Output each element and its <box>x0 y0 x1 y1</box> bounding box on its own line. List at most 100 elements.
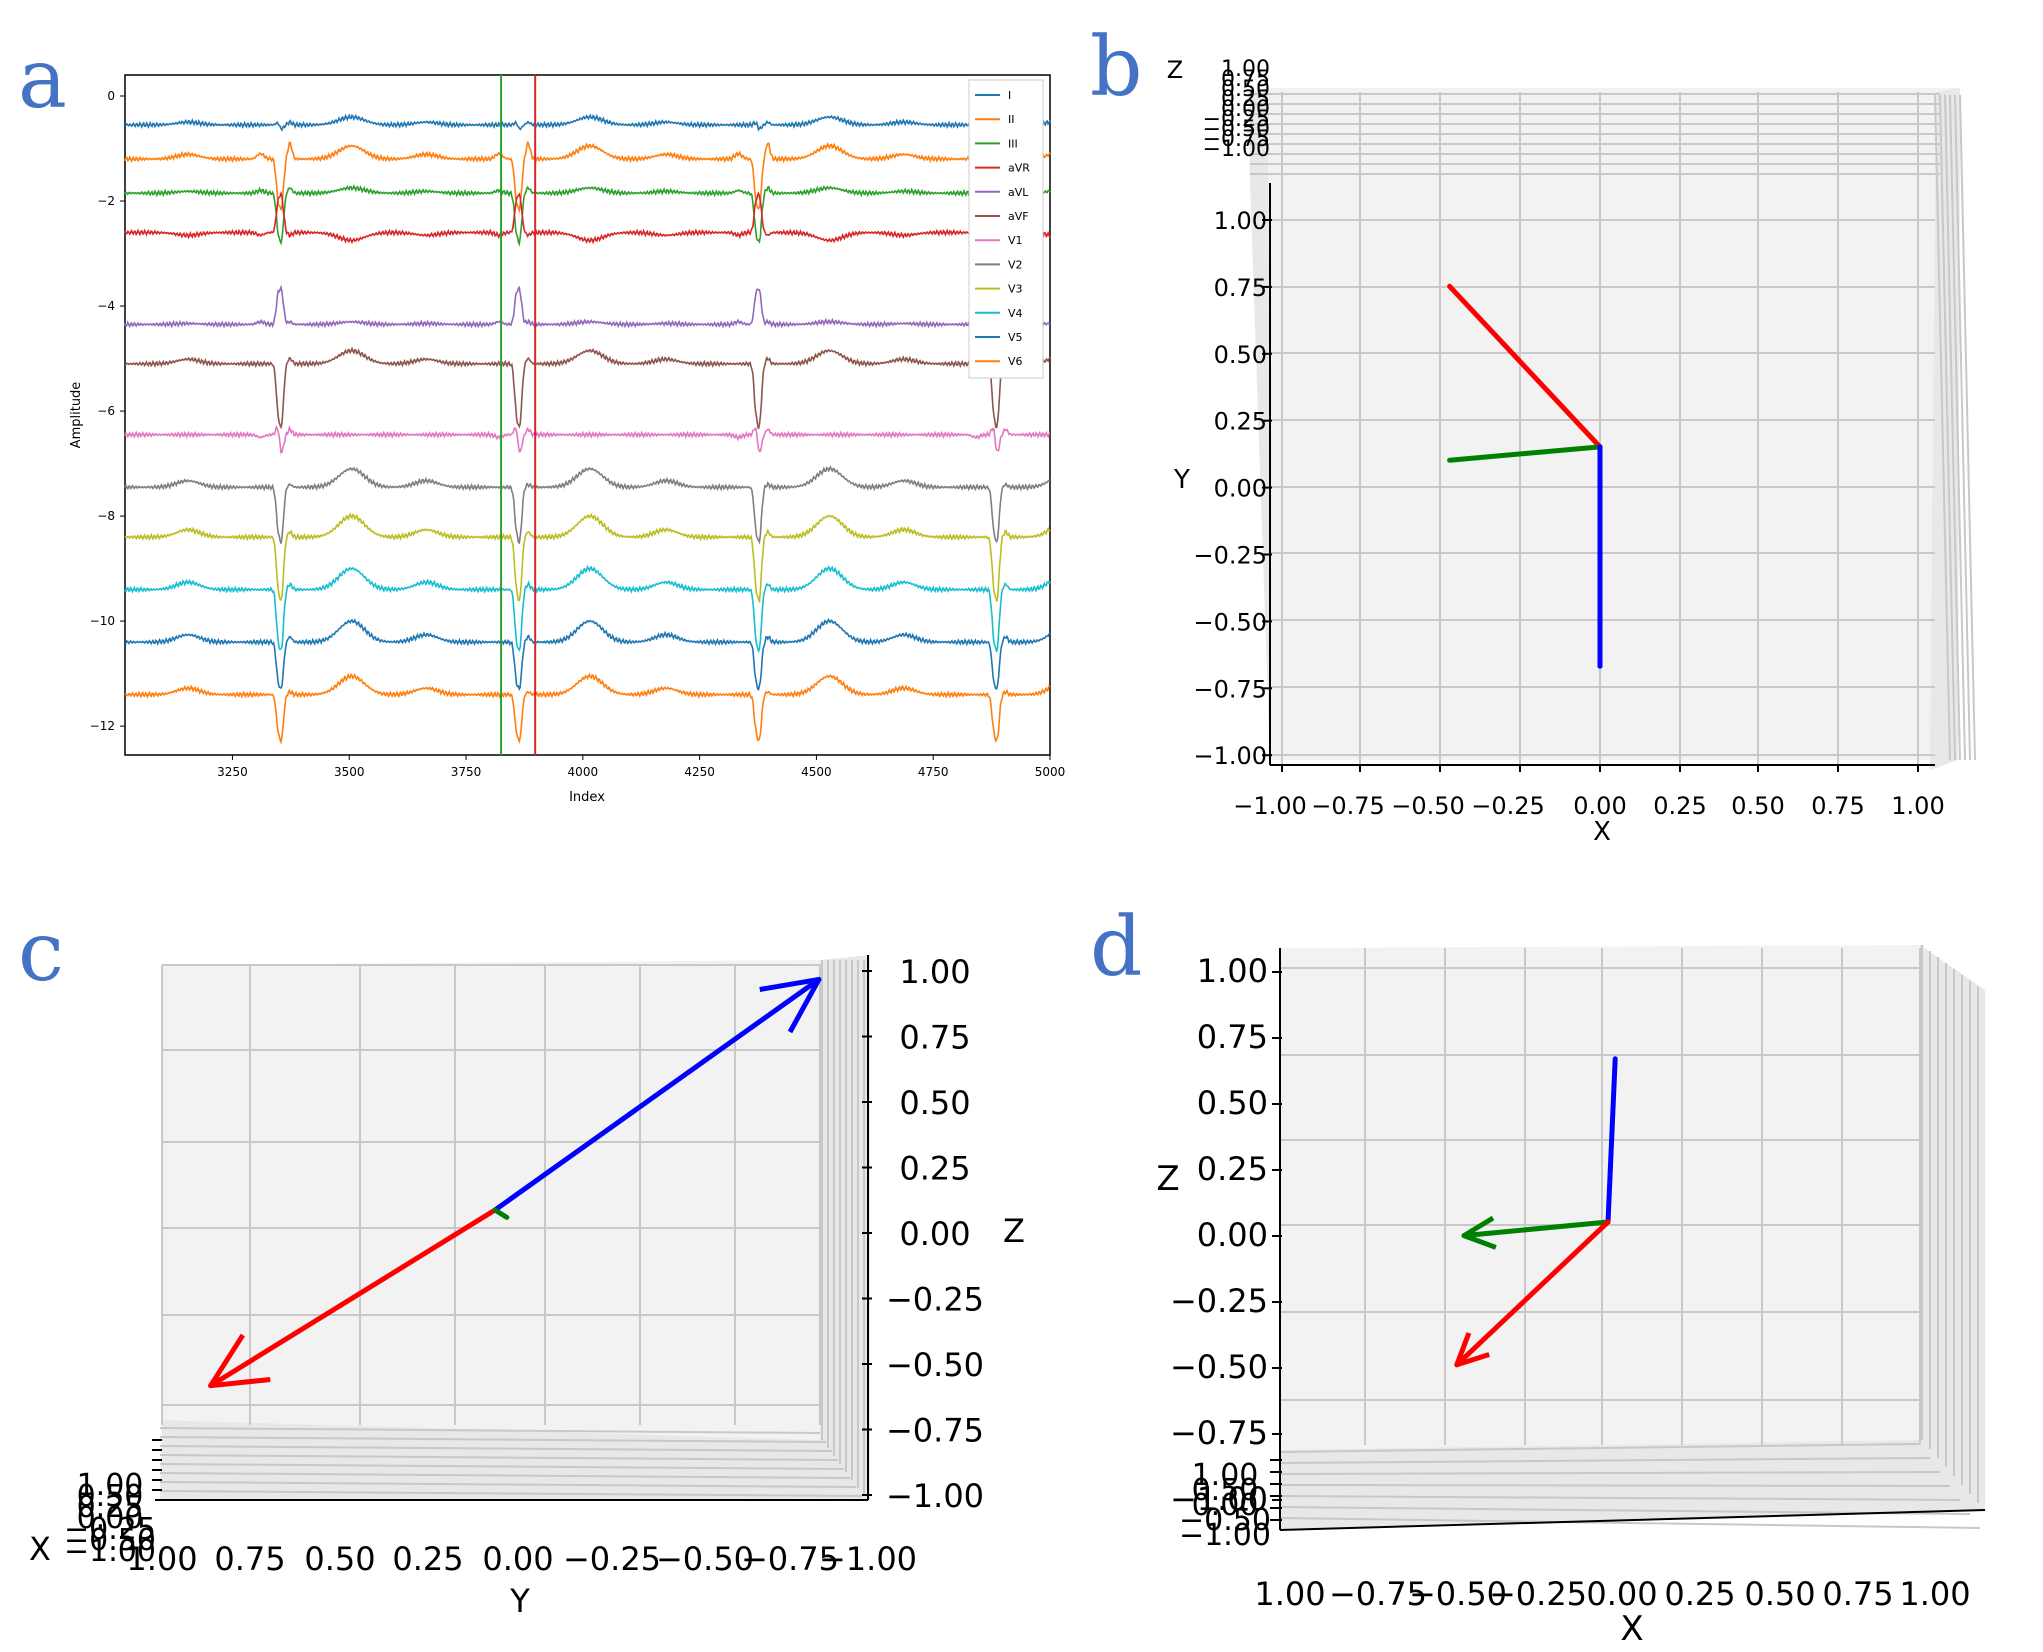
b-x-tick-label: 0.50 <box>1731 792 1784 820</box>
c-z-tick-label: 0.25 <box>899 1150 970 1188</box>
c-z-label: Z <box>1003 1212 1025 1250</box>
c-vectors <box>208 976 822 1389</box>
c-y-label: Y <box>509 1582 530 1620</box>
b-z-tick-label: 0.25 <box>1221 87 1270 112</box>
ecg-series-line-V2 <box>124 465 1051 545</box>
d-y-tick-label: 1.00 <box>1192 1458 1259 1493</box>
d-y-tick-label: −1.00 <box>1179 1518 1271 1553</box>
c-x-tick-label: 0.25 <box>77 1490 144 1525</box>
ecg-legend-label: V6 <box>1008 355 1023 368</box>
c-y-tick-label: −0.25 <box>563 1540 661 1578</box>
d-z-tick-label: 0.25 <box>1197 1150 1268 1188</box>
b-z-tick-label: −0.25 <box>1203 107 1270 132</box>
b-x-tick-label: 0.25 <box>1653 792 1706 820</box>
d-x-tick-label: −0.25 <box>1489 1575 1587 1613</box>
b-back-pane <box>1268 88 1960 760</box>
d-z-tick-label: 0.50 <box>1197 1084 1268 1122</box>
b-x-tick-label: 0.75 <box>1811 792 1864 820</box>
c-vector-1 <box>492 976 822 1213</box>
c-grid-floor <box>159 1472 851 1479</box>
d-z-tick-label: 1.00 <box>1197 952 1268 990</box>
b-y-tick-label: −0.75 <box>1193 675 1267 703</box>
ecg-legend-label: aVR <box>1008 162 1030 175</box>
ecg-y-label: Amplitude <box>69 382 84 449</box>
c-y-tick-label: 0.75 <box>214 1540 285 1578</box>
d-back-pane <box>1280 945 1920 1450</box>
ecg-legend-label: III <box>1008 137 1018 150</box>
c-grid-floor <box>159 1481 857 1488</box>
b-right-wall <box>1930 88 1960 770</box>
b-y-tick-label: 0.50 <box>1214 341 1267 369</box>
d-y-tick-label: 0.00 <box>1192 1488 1259 1523</box>
d-x-axis-line <box>1279 1509 1986 1531</box>
ecg-x-tick-label: 4500 <box>801 765 832 779</box>
ecg-y-tick-label: −10 <box>90 614 115 628</box>
c-z-tick-label: 0.75 <box>899 1019 970 1057</box>
c-ticks: 1.000.750.500.250.00−0.25−0.50−0.75−1.00… <box>64 953 984 1578</box>
d-z-tick-label: 0.75 <box>1197 1018 1268 1056</box>
d-z-tick-label: −0.50 <box>1170 1348 1268 1386</box>
vector-plot-c: 1.000.750.500.250.00−0.25−0.50−0.75−1.00… <box>29 953 1025 1620</box>
b-x-tick-label: −1.00 <box>1233 792 1307 820</box>
ecg-y-ticks: 0 −2 −4 −6 −8 −10 −12 <box>90 89 125 733</box>
b-grid-side <box>1959 94 1976 761</box>
ecg-legend-label: aVF <box>1008 210 1029 223</box>
c-vector-1-head <box>759 976 822 1034</box>
c-x-tick-label: −0.25 <box>64 1512 156 1547</box>
b-z-tick-label: −1.00 <box>1203 137 1270 162</box>
ecg-x-ticks: 3250 3500 3750 4000 4250 4500 4750 5000 <box>217 755 1065 779</box>
c-y-tick-label: −1.00 <box>819 1540 917 1578</box>
b-y-tick-label: 0.00 <box>1214 475 1267 503</box>
c-vector-0 <box>208 1207 498 1389</box>
d-grid <box>1279 945 1986 1531</box>
ecg-series-line-III <box>124 183 1051 247</box>
b-x-label: X <box>1593 817 1611 847</box>
d-z-tick-label: −0.25 <box>1170 1282 1268 1320</box>
b-grid <box>1250 92 1976 766</box>
d-x-tick-label: 0.25 <box>1664 1575 1735 1613</box>
c-grid-floor <box>159 1445 833 1452</box>
d-vector-1-head <box>1461 1215 1497 1250</box>
ecg-y-tick-label: −2 <box>97 194 115 208</box>
ecg-legend-box <box>968 79 1044 379</box>
d-vectors <box>1454 1056 1618 1368</box>
panel-letter-a: a <box>18 32 67 127</box>
d-vector-0 <box>1605 1056 1618 1225</box>
ecg-legend-label: I <box>1008 89 1011 102</box>
vector-plot-d: 1.000.750.500.250.00−0.25−0.50−0.75−1.00… <box>1156 945 1986 1649</box>
c-y-tick-label: 0.25 <box>392 1540 463 1578</box>
b-y-tick-label: −1.00 <box>1193 742 1267 770</box>
c-y-tick-label: 1.00 <box>126 1540 197 1578</box>
d-z-tick-label: 0.00 <box>1197 1216 1268 1254</box>
ecg-x-tick-label: 4000 <box>568 765 599 779</box>
ecg-x-tick-label: 5000 <box>1035 765 1066 779</box>
c-x-tick-label: −0.50 <box>64 1523 156 1558</box>
b-z-tick-label: 0.75 <box>1221 67 1270 92</box>
d-grid-floor <box>1279 1484 1951 1487</box>
d-x-tick-label: −0.75 <box>1329 1575 1427 1613</box>
d-z-label: Z <box>1156 1159 1179 1199</box>
b-y-tick-label: −0.25 <box>1193 542 1267 570</box>
ecg-legend-label: V2 <box>1008 258 1023 271</box>
d-x-tick-label: 1.00 <box>1254 1575 1325 1613</box>
c-x-tick-label: 0.50 <box>77 1479 144 1514</box>
b-grid-side <box>1934 94 1951 761</box>
d-x-tick-label: −0.50 <box>1409 1575 1507 1613</box>
c-vector-2 <box>492 1207 510 1220</box>
ecg-x-tick-label: 3250 <box>217 765 248 779</box>
ecg-legend-label: V5 <box>1008 331 1023 344</box>
c-z-tick-label: 0.00 <box>899 1215 970 1253</box>
c-grid-floor <box>159 1463 845 1470</box>
c-back-pane <box>162 960 820 1440</box>
c-vector-0-head <box>208 1333 271 1389</box>
c-y-tick-label: −0.50 <box>656 1540 754 1578</box>
b-grid-side <box>1954 94 1971 761</box>
d-z-tick-label: −0.75 <box>1170 1414 1268 1452</box>
ecg-series <box>124 113 1051 745</box>
b-vector-1 <box>1447 444 1603 463</box>
b-vectors <box>1447 283 1603 669</box>
d-grid-floor <box>1279 1517 1981 1529</box>
d-z-tick-label: −1.00 <box>1170 1480 1268 1518</box>
d-x-label: X <box>1620 1609 1643 1649</box>
